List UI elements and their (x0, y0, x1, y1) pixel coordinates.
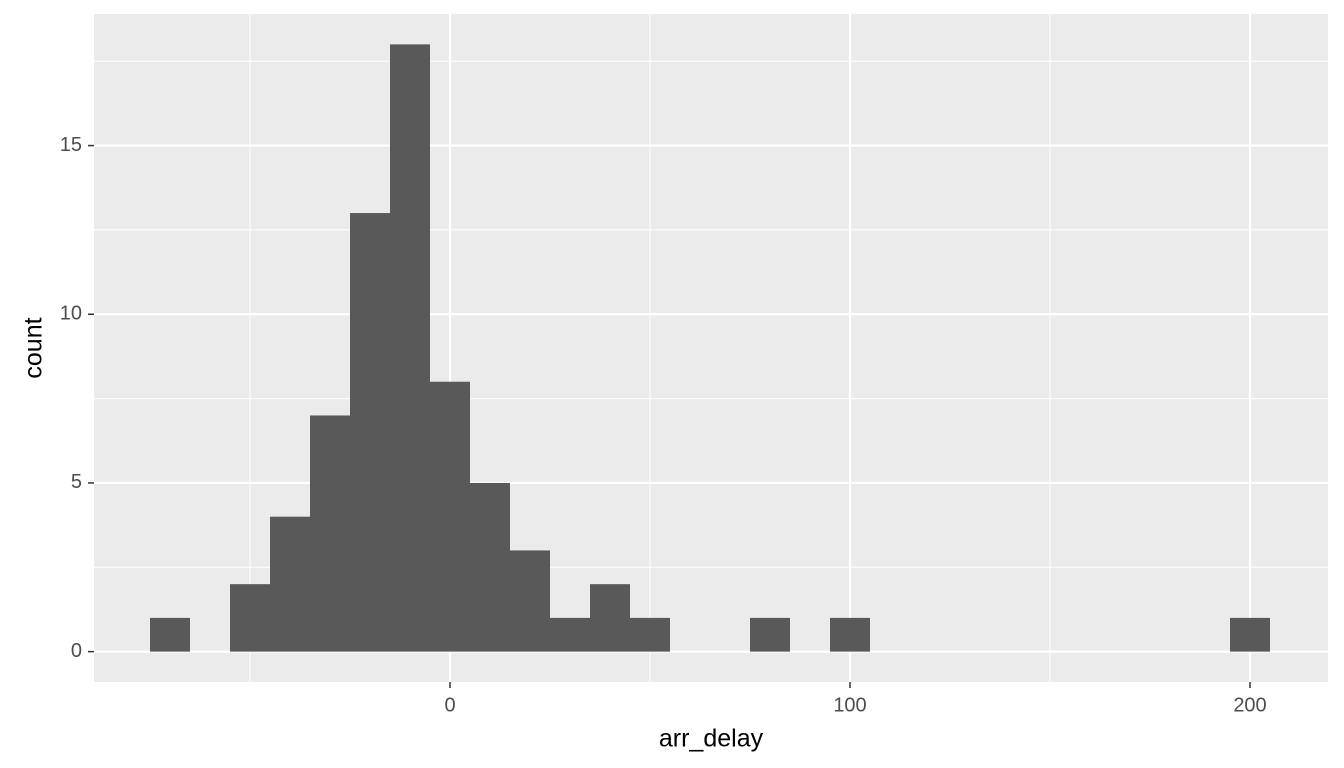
histogram-bar (390, 44, 430, 652)
histogram-bar (1230, 617, 1270, 652)
histogram-bar (430, 381, 470, 652)
histogram-bar (630, 617, 670, 652)
y-tick-label: 10 (60, 303, 82, 325)
histogram-bar (550, 617, 590, 652)
x-tick-label: 200 (1233, 694, 1266, 716)
y-axis-title: count (20, 317, 48, 378)
histogram-bar (590, 584, 630, 652)
y-tick-label: 15 (60, 134, 82, 156)
histogram-bar (310, 415, 350, 652)
x-axis-title: arr_delay (659, 725, 764, 753)
y-tick-label: 5 (71, 471, 82, 493)
histogram-bar (350, 213, 390, 652)
x-tick-label: 0 (444, 694, 455, 716)
x-tick-label: 100 (833, 694, 866, 716)
histogram-bar (750, 617, 790, 652)
histogram-bar (230, 584, 270, 652)
y-tick-label: 0 (71, 640, 82, 662)
histogram-bar (150, 617, 190, 652)
histogram-bar (270, 516, 310, 652)
histogram-bar (510, 550, 550, 652)
histogram-bar (470, 482, 510, 652)
histogram-bar (830, 617, 870, 652)
